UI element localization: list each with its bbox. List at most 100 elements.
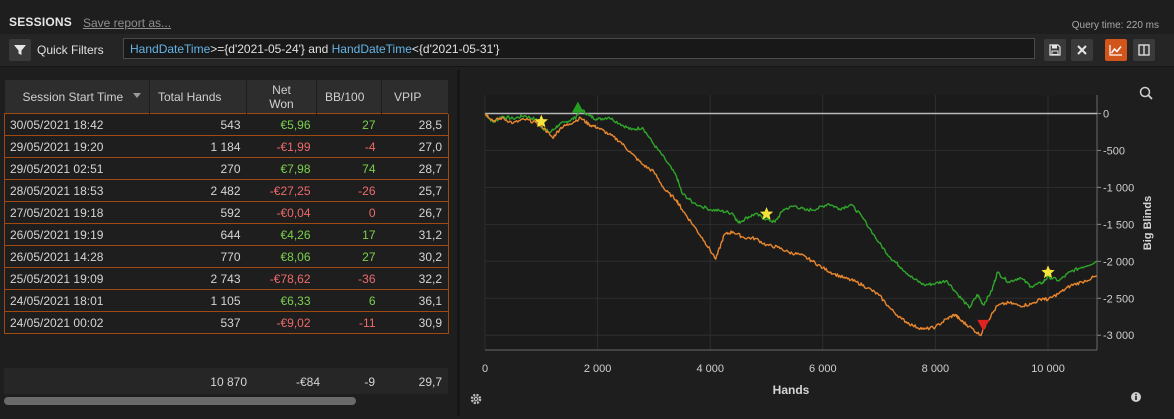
graph-toggle-button[interactable] xyxy=(1105,39,1127,61)
cell-vpip: 31,2 xyxy=(381,223,449,246)
page-title: SESSIONS xyxy=(9,15,72,29)
grid-lines xyxy=(484,95,1097,350)
y-axis-label: Big Blinds xyxy=(1142,196,1154,250)
top-bar: SESSIONS Save report as... Query time: 2… xyxy=(0,0,1174,34)
cell-total-hands: 1 105 xyxy=(149,289,247,312)
cell-start-time: 24/05/2021 00:02 xyxy=(4,311,150,334)
line-chart-icon xyxy=(1109,45,1122,56)
table-row[interactable]: 27/05/2021 19:18 592 -€0,04 0 26,7 xyxy=(4,201,449,224)
query-field-1: HandDateTime xyxy=(130,42,211,56)
query-field-2: HandDateTime xyxy=(331,42,412,56)
cell-net-won: -€9,02 xyxy=(246,311,317,334)
y-tick-label: -3 000 xyxy=(1103,330,1134,342)
floppy-icon xyxy=(1049,44,1061,56)
save-report-link[interactable]: Save report as... xyxy=(83,16,172,30)
cell-net-won: €4,26 xyxy=(246,223,317,246)
table-header-row: Session Start Time Total Hands Net Won B… xyxy=(4,80,449,114)
table-row[interactable]: 28/05/2021 18:53 2 482 -€27,25 -26 25,7 xyxy=(4,179,449,202)
cell-total-hands: 2 482 xyxy=(149,179,247,202)
x-tick-label: 6 000 xyxy=(809,363,837,375)
magnifier-icon[interactable] xyxy=(1139,86,1153,100)
cell-start-time: 26/05/2021 14:28 xyxy=(4,245,150,268)
table-row[interactable]: 30/05/2021 18:42 543 €5,96 27 28,5 xyxy=(4,113,449,136)
cell-net-won: -€78,62 xyxy=(246,267,317,290)
x-tick-label: 10 000 xyxy=(1031,363,1065,375)
table-row[interactable]: 29/05/2021 19:20 1 184 -€1,99 -4 27,0 xyxy=(4,135,449,158)
cell-vpip: 26,7 xyxy=(381,201,449,224)
cell-start-time: 24/05/2021 18:01 xyxy=(4,289,150,312)
cell-total-hands: 770 xyxy=(149,245,247,268)
cell-start-time: 27/05/2021 19:18 xyxy=(4,201,150,224)
table-row[interactable]: 26/05/2021 19:19 644 €4,26 17 31,2 xyxy=(4,223,449,246)
table-body: 30/05/2021 18:42 543 €5,96 27 28,5 29/05/2021… xyxy=(4,113,449,334)
gear-icon[interactable] xyxy=(470,393,482,405)
cell-total-hands: 537 xyxy=(149,311,247,334)
event-markers xyxy=(534,101,1055,331)
cell-start-time: 28/05/2021 18:53 xyxy=(4,179,150,202)
cell-total-hands: 543 xyxy=(149,113,247,136)
quick-filters-label: Quick Filters xyxy=(37,43,104,57)
x-tick-label: 8 000 xyxy=(922,363,950,375)
table-row[interactable]: 26/05/2021 14:28 770 €8,06 27 30,2 xyxy=(4,245,449,268)
y-tick-label: -2 500 xyxy=(1103,293,1134,305)
table-row[interactable]: 25/05/2021 19:09 2 743 -€78,62 -36 32,2 xyxy=(4,267,449,290)
col-header-total-hands[interactable]: Total Hands xyxy=(149,80,247,114)
table-row[interactable]: 29/05/2021 02:51 270 €7,98 74 28,7 xyxy=(4,157,449,180)
funnel-icon xyxy=(14,45,26,55)
table-row[interactable]: 24/05/2021 18:01 1 105 €6,33 6 36,1 xyxy=(4,289,449,312)
cell-net-won: €6,33 xyxy=(246,289,317,312)
col-header-vpip[interactable]: VPIP xyxy=(381,80,449,114)
x-axis-label: Hands xyxy=(773,383,810,397)
cell-vpip: 36,1 xyxy=(381,289,449,312)
query-condition-2: <{d'2021-05-31'} xyxy=(411,42,500,56)
cell-bb100: -36 xyxy=(316,267,382,290)
cell-bb100: 6 xyxy=(316,289,382,312)
col-header-bb100[interactable]: BB/100 xyxy=(316,80,382,114)
cell-vpip: 25,7 xyxy=(381,179,449,202)
cell-total-hands: 1 184 xyxy=(149,135,247,158)
query-condition-1: >={d'2021-05-24'} and xyxy=(210,42,332,56)
cell-bb100: 0 xyxy=(316,201,382,224)
star-marker xyxy=(759,207,774,220)
cell-vpip: 28,5 xyxy=(381,113,449,136)
cell-bb100: -26 xyxy=(316,179,382,202)
cell-total-hands: 2 743 xyxy=(149,267,247,290)
total-hands: 10 870 xyxy=(210,375,247,389)
table-row[interactable]: 24/05/2021 00:02 537 -€9,02 -11 30,9 xyxy=(4,311,449,334)
split-view-button[interactable] xyxy=(1133,39,1155,61)
col-header-session-start[interactable]: Session Start Time xyxy=(4,80,150,114)
axis-ticks: 0 2 000 4 000 6 000 8 000 10 000 0 -500 -1 000 -1… xyxy=(482,95,1134,375)
table-horizontal-scrollbar[interactable] xyxy=(4,396,450,406)
x-tick-label: 4 000 xyxy=(696,363,724,375)
col-header-net-won[interactable]: Net Won xyxy=(246,80,317,114)
chart-panel: 0 2 000 4 000 6 000 8 000 10 000 0 -500 -1 000 -1… xyxy=(460,70,1174,416)
cell-total-hands: 644 xyxy=(149,223,247,246)
sessions-table: Session Start Time Total Hands Net Won B… xyxy=(4,80,449,334)
clear-filter-button[interactable] xyxy=(1071,39,1093,61)
y-tick-label: -2 000 xyxy=(1103,256,1134,268)
scrollbar-thumb[interactable] xyxy=(4,397,356,405)
cell-vpip: 32,2 xyxy=(381,267,449,290)
total-bb100: -9 xyxy=(364,375,375,389)
cell-total-hands: 270 xyxy=(149,157,247,180)
cell-start-time: 26/05/2021 19:19 xyxy=(4,223,150,246)
save-filter-button[interactable] xyxy=(1044,39,1066,61)
cell-vpip: 27,0 xyxy=(381,135,449,158)
sessions-table-panel: Session Start Time Total Hands Net Won B… xyxy=(4,80,449,334)
info-icon[interactable] xyxy=(1131,392,1141,402)
cell-start-time: 29/05/2021 02:51 xyxy=(4,157,150,180)
filter-button[interactable] xyxy=(9,39,31,61)
close-icon xyxy=(1077,45,1087,55)
cell-net-won: -€27,25 xyxy=(246,179,317,202)
sort-desc-icon xyxy=(133,93,141,98)
cell-bb100: -4 xyxy=(316,135,382,158)
big-blinds-chart: 0 2 000 4 000 6 000 8 000 10 000 0 -500 -1 000 -1… xyxy=(470,86,1154,405)
panel-splitter[interactable] xyxy=(457,70,460,416)
totals-row: 10 870 -€84 -9 29,7 xyxy=(4,368,448,394)
y-tick-label: -1 000 xyxy=(1103,182,1134,194)
total-net-won: -€84 xyxy=(295,375,320,389)
cell-bb100: 74 xyxy=(316,157,382,180)
cell-bb100: 27 xyxy=(316,245,382,268)
filter-query-input[interactable]: HandDateTime>={d'2021-05-24'} and HandDa… xyxy=(123,38,1035,59)
cell-net-won: -€1,99 xyxy=(246,135,317,158)
